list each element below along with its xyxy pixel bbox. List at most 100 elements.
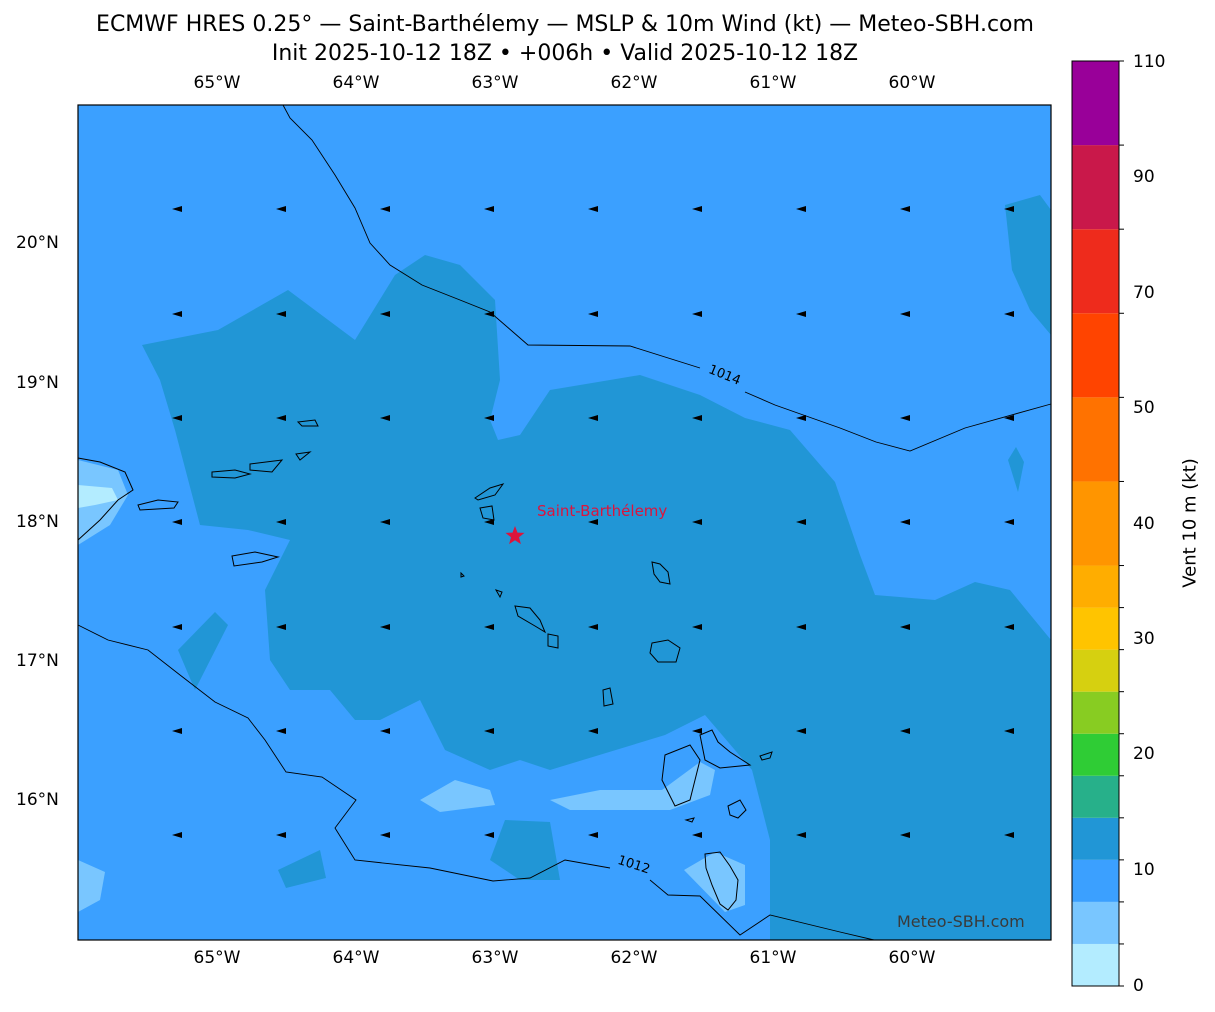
lat-tick-left: 20°N bbox=[16, 233, 59, 253]
colorbar-bin bbox=[1072, 901, 1119, 944]
wind-arrow bbox=[276, 832, 286, 838]
wind-arrow bbox=[380, 519, 390, 525]
wind-arrow bbox=[900, 832, 910, 838]
wind-arrow bbox=[1004, 311, 1014, 317]
wind-arrow bbox=[1004, 519, 1014, 525]
wind-contour-15-20-sw bbox=[278, 850, 326, 888]
lon-tick-top: 60°W bbox=[888, 73, 936, 93]
wind-arrow bbox=[172, 624, 182, 630]
colorbar-tick: 40 bbox=[1133, 514, 1155, 534]
wind-contour-5-10-sw bbox=[78, 860, 105, 912]
wind-arrow bbox=[692, 832, 702, 838]
wind-arrow bbox=[900, 311, 910, 317]
map-title: ECMWF HRES 0.25° — Saint-Barthélemy — MS… bbox=[96, 12, 1034, 37]
wind-arrow bbox=[172, 415, 182, 421]
isobars bbox=[77, 104, 1052, 941]
map-subtitle: Init 2025-10-12 18Z • +006h • Valid 2025… bbox=[271, 41, 859, 66]
wind-arrow bbox=[380, 832, 390, 838]
lon-tick-top: 63°W bbox=[471, 73, 519, 93]
wind-arrow bbox=[692, 311, 702, 317]
wind-arrow bbox=[484, 624, 494, 630]
lon-tick-bottom: 65°W bbox=[193, 948, 241, 968]
wind-arrow bbox=[484, 519, 494, 525]
wind-arrow bbox=[1004, 728, 1014, 734]
map-frame bbox=[77, 104, 1052, 941]
wind-arrow bbox=[796, 519, 806, 525]
wind-arrow bbox=[796, 311, 806, 317]
wind-arrow bbox=[692, 728, 702, 734]
lon-tick-top: 65°W bbox=[193, 73, 241, 93]
wind-arrow bbox=[484, 206, 494, 212]
wind-arrow bbox=[692, 624, 702, 630]
wind-arrow bbox=[1004, 206, 1014, 212]
island-barbuda bbox=[651, 561, 671, 585]
colorbar-bin bbox=[1072, 565, 1119, 608]
wind-arrow bbox=[172, 519, 182, 525]
island-marie-galante bbox=[727, 799, 747, 819]
wind-arrow bbox=[276, 206, 286, 212]
colorbar-bin bbox=[1072, 607, 1119, 650]
wind-contour-15-20-e bbox=[1008, 447, 1024, 492]
wind-arrow bbox=[900, 728, 910, 734]
colorbar-tick: 70 bbox=[1133, 283, 1155, 303]
island-saba bbox=[460, 571, 465, 578]
colorbar-tick: 20 bbox=[1133, 744, 1155, 764]
wind-arrow bbox=[588, 832, 598, 838]
wind-arrow bbox=[1004, 624, 1014, 630]
colorbar-tick: 0 bbox=[1133, 976, 1144, 996]
wind-arrow bbox=[900, 624, 910, 630]
wind-arrow bbox=[276, 519, 286, 525]
isobar-1012 bbox=[77, 624, 1051, 941]
wind-arrow bbox=[588, 415, 598, 421]
wind-arrow bbox=[380, 311, 390, 317]
lon-tick-bottom: 61°W bbox=[749, 948, 797, 968]
colorbar-label: Vent 10 m (kt) bbox=[1179, 458, 1201, 588]
wind-arrow bbox=[484, 311, 494, 317]
wind-arrow bbox=[588, 206, 598, 212]
colorbar-tick: 10 bbox=[1133, 860, 1155, 880]
wind-contour-5-10-guadeloupe bbox=[550, 762, 715, 810]
wind-contour-0-5-west bbox=[78, 485, 118, 508]
island-st-eustatius bbox=[494, 589, 503, 599]
colorbar-bin bbox=[1072, 397, 1119, 482]
colorbar-bin bbox=[1072, 481, 1119, 566]
lat-tick-left: 18°N bbox=[16, 512, 59, 532]
lat-tick-left: 19°N bbox=[16, 373, 59, 393]
wind-arrow bbox=[276, 311, 286, 317]
island-antigua bbox=[649, 639, 681, 663]
wind-arrow bbox=[588, 311, 598, 317]
wind-arrow bbox=[588, 728, 598, 734]
location-star-icon bbox=[505, 526, 525, 545]
wind-arrow bbox=[380, 728, 390, 734]
colorbar-tick: 110 bbox=[1133, 52, 1166, 72]
wind-arrow bbox=[900, 519, 910, 525]
colorbar-bin bbox=[1072, 859, 1119, 902]
wind-arrow bbox=[380, 624, 390, 630]
lon-tick-bottom: 62°W bbox=[610, 948, 658, 968]
island-la-desirade bbox=[759, 751, 773, 761]
wind-arrow bbox=[1004, 832, 1014, 838]
island-st-kitts-nevis bbox=[514, 605, 559, 649]
colorbar-bin bbox=[1072, 649, 1119, 692]
wind-arrow bbox=[276, 624, 286, 630]
colorbar-tick: 90 bbox=[1133, 167, 1155, 187]
wind-arrow bbox=[380, 206, 390, 212]
wind-arrow bbox=[588, 519, 598, 525]
colorbar-tick: 30 bbox=[1133, 629, 1155, 649]
wind-arrow bbox=[172, 311, 182, 317]
location-label: Saint-Barthélemy bbox=[537, 502, 667, 520]
lon-tick-top: 61°W bbox=[749, 73, 797, 93]
island-st-croix bbox=[231, 551, 280, 567]
colorbar-bin bbox=[1072, 229, 1119, 314]
wind-arrow bbox=[484, 832, 494, 838]
wind-arrow bbox=[900, 415, 910, 421]
island-guadeloupe bbox=[661, 729, 752, 807]
wind-arrow bbox=[276, 415, 286, 421]
wind-arrow bbox=[900, 206, 910, 212]
wind-arrow bbox=[172, 728, 182, 734]
colorbar-frame bbox=[1071, 60, 1120, 987]
wind-contour-15-20-south bbox=[490, 820, 560, 880]
wind-arrow bbox=[276, 728, 286, 734]
island-virgin-islands bbox=[211, 419, 319, 479]
